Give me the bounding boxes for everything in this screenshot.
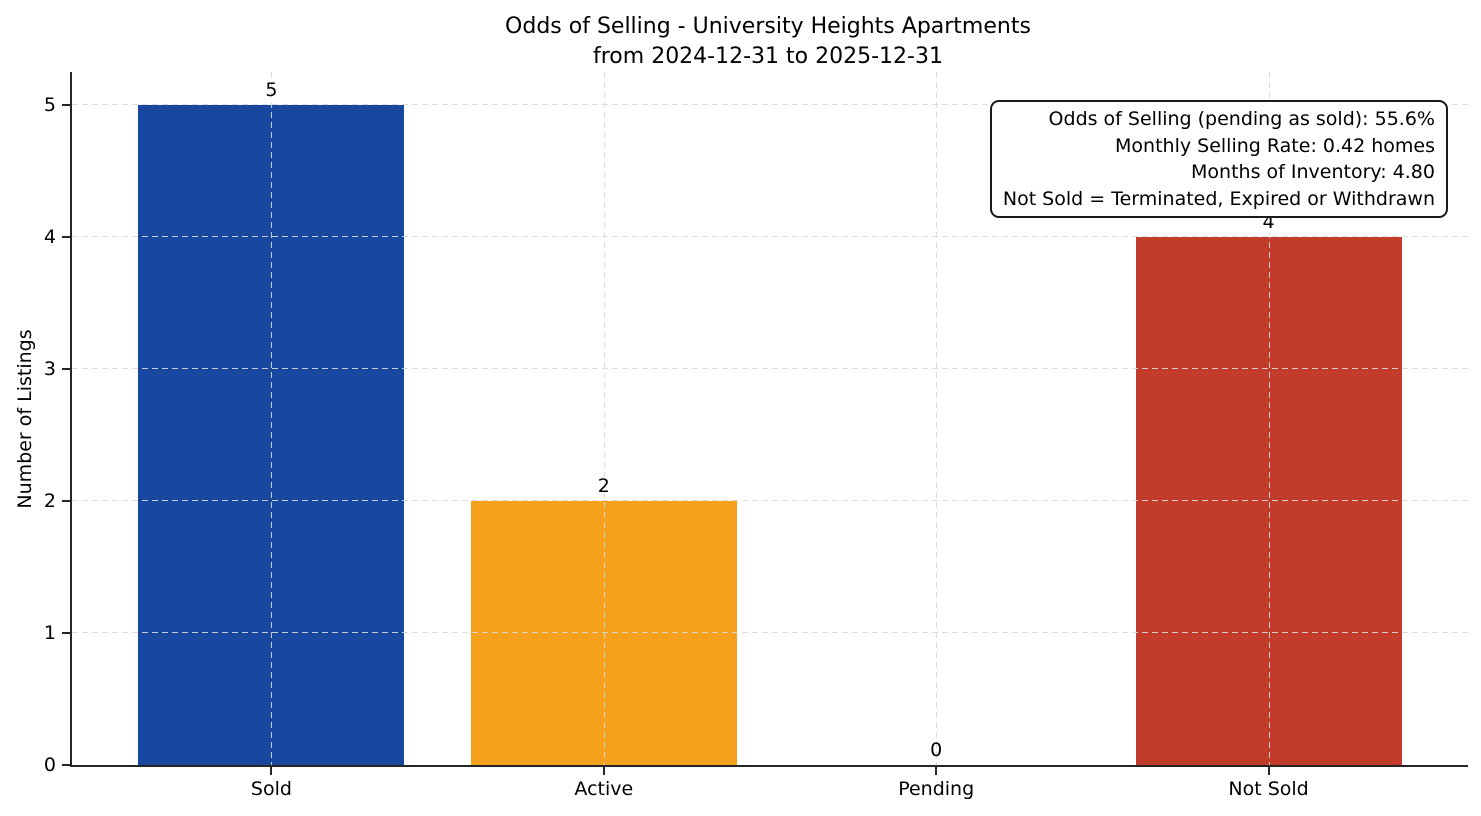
y-tick-label: 1	[43, 622, 56, 644]
bar-sold	[138, 105, 405, 765]
y-tick-label: 2	[43, 490, 56, 512]
x-tick-mark	[602, 767, 605, 775]
y-tick-label: 0	[43, 754, 56, 776]
y-tick-mark	[62, 764, 70, 766]
y-tick-mark	[62, 500, 70, 502]
bar-value-label: 2	[597, 475, 610, 497]
gridline-vertical	[936, 72, 938, 765]
gridline-horizontal	[72, 500, 1468, 501]
annotation-line-rate: Monthly Selling Rate: 0.42 homes	[1115, 134, 1435, 157]
gridline-vertical	[1268, 72, 1270, 765]
annotation-box: Odds of Selling (pending as sold): 55.6%…	[989, 100, 1448, 218]
gridline-vertical	[271, 72, 273, 765]
annotation-line-inventory: Months of Inventory: 4.80	[1191, 161, 1435, 183]
chart-title: Odds of Selling - University Heights Apa…	[70, 12, 1466, 72]
gridline-horizontal	[72, 104, 1468, 105]
x-tick-mark	[1267, 767, 1270, 775]
gridline-horizontal	[72, 632, 1468, 633]
annotation-line-odds: Odds of Selling (pending as sold): 55.6%	[1048, 108, 1435, 130]
bar-value-label: 0	[930, 739, 943, 761]
x-tick-label: Pending	[898, 778, 975, 800]
x-tick-label: Sold	[250, 778, 292, 800]
annotation-line-notsold-def: Not Sold = Terminated, Expired or Withdr…	[1002, 187, 1435, 210]
x-tick-mark	[270, 767, 273, 775]
y-tick-mark	[62, 632, 70, 634]
y-axis-label: Number of Listings	[14, 329, 36, 509]
y-tick-label: 5	[43, 94, 56, 116]
y-tick-label: 4	[43, 226, 56, 248]
x-tick-label: Not Sold	[1228, 778, 1309, 800]
gridline-horizontal	[72, 368, 1468, 369]
chart-title-line1: Odds of Selling - University Heights Apa…	[505, 14, 1031, 39]
bar-value-label: 5	[265, 79, 278, 101]
chart-title-line2: from 2024-12-31 to 2025-12-31	[593, 44, 943, 69]
gridline-vertical	[603, 72, 605, 765]
y-tick-mark	[62, 368, 70, 370]
bar-not-sold	[1135, 237, 1402, 765]
x-tick-mark	[935, 767, 938, 775]
y-tick-mark	[62, 104, 70, 106]
bar-active	[470, 501, 737, 765]
x-tick-label: Active	[574, 778, 634, 800]
y-tick-label: 3	[43, 358, 56, 380]
y-tick-mark	[62, 236, 70, 238]
gridline-horizontal	[72, 236, 1468, 237]
